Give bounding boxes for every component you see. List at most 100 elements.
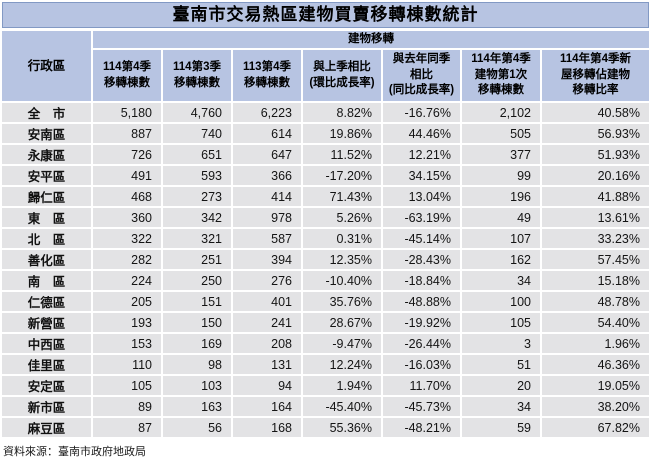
table-row: 南 區 224 250 276 -10.40% -18.84% 34 15.18… bbox=[2, 271, 649, 290]
table-row: 佳里區 110 98 131 12.24% -16.03% 51 46.36% bbox=[2, 355, 649, 374]
region-cell: 北 區 bbox=[2, 229, 91, 248]
value-cell: 163 bbox=[163, 397, 231, 416]
value-cell: 193 bbox=[93, 313, 161, 332]
value-cell: 587 bbox=[233, 229, 301, 248]
value-cell: 505 bbox=[462, 124, 540, 143]
region-cell: 東 區 bbox=[2, 208, 91, 227]
value-cell: -63.19% bbox=[383, 208, 460, 227]
value-cell: 647 bbox=[233, 145, 301, 164]
value-cell: 321 bbox=[163, 229, 231, 248]
value-cell: 51.93% bbox=[542, 145, 649, 164]
table-row: 歸仁區 468 273 414 71.43% 13.04% 196 41.88% bbox=[2, 187, 649, 206]
value-cell: 56 bbox=[163, 418, 231, 437]
value-cell: 4,760 bbox=[163, 103, 231, 122]
table-row: 永康區 726 651 647 11.52% 12.21% 377 51.93% bbox=[2, 145, 649, 164]
value-cell: -17.20% bbox=[303, 166, 381, 185]
value-cell: -9.47% bbox=[303, 334, 381, 353]
value-cell: 740 bbox=[163, 124, 231, 143]
value-cell: 0.31% bbox=[303, 229, 381, 248]
region-cell: 佳里區 bbox=[2, 355, 91, 374]
column-header: 114第4季 移轉棟數 bbox=[93, 50, 161, 101]
value-cell: 35.76% bbox=[303, 292, 381, 311]
value-cell: 34 bbox=[462, 397, 540, 416]
table-row: 安南區 887 740 614 19.86% 44.46% 505 56.93% bbox=[2, 124, 649, 143]
source-note: 資料來源：臺南市政府地政局 bbox=[3, 446, 146, 458]
value-cell: 168 bbox=[233, 418, 301, 437]
value-cell: -48.21% bbox=[383, 418, 460, 437]
value-cell: 614 bbox=[233, 124, 301, 143]
value-cell: 59 bbox=[462, 418, 540, 437]
value-cell: -45.40% bbox=[303, 397, 381, 416]
value-cell: 414 bbox=[233, 187, 301, 206]
value-cell: -26.44% bbox=[383, 334, 460, 353]
value-cell: 13.04% bbox=[383, 187, 460, 206]
table-row: 中西區 153 169 208 -9.47% -26.44% 3 1.96% bbox=[2, 334, 649, 353]
value-cell: 401 bbox=[233, 292, 301, 311]
value-cell: 6,223 bbox=[233, 103, 301, 122]
value-cell: -48.88% bbox=[383, 292, 460, 311]
value-cell: 651 bbox=[163, 145, 231, 164]
value-cell: 12.24% bbox=[303, 355, 381, 374]
value-cell: 71.43% bbox=[303, 187, 381, 206]
value-cell: -16.76% bbox=[383, 103, 460, 122]
table-header: 行政區 建物移轉 114第4季 移轉棟數 114第3季 移轉棟數 113第4季 … bbox=[2, 31, 649, 101]
value-cell: 205 bbox=[93, 292, 161, 311]
value-cell: 89 bbox=[93, 397, 161, 416]
table-row: 仁德區 205 151 401 35.76% -48.88% 100 48.78… bbox=[2, 292, 649, 311]
value-cell: 276 bbox=[233, 271, 301, 290]
region-cell: 中西區 bbox=[2, 334, 91, 353]
value-cell: 224 bbox=[93, 271, 161, 290]
table-row: 安定區 105 103 94 1.94% 11.70% 20 19.05% bbox=[2, 376, 649, 395]
value-cell: 322 bbox=[93, 229, 161, 248]
value-cell: 19.86% bbox=[303, 124, 381, 143]
region-cell: 新市區 bbox=[2, 397, 91, 416]
column-header: 114第3季 移轉棟數 bbox=[163, 50, 231, 101]
value-cell: 19.05% bbox=[542, 376, 649, 395]
value-cell: 468 bbox=[93, 187, 161, 206]
value-cell: 1.94% bbox=[303, 376, 381, 395]
value-cell: 5.26% bbox=[303, 208, 381, 227]
value-cell: 13.61% bbox=[542, 208, 649, 227]
value-cell: 94 bbox=[233, 376, 301, 395]
value-cell: 20 bbox=[462, 376, 540, 395]
value-cell: 34.15% bbox=[383, 166, 460, 185]
value-cell: 103 bbox=[163, 376, 231, 395]
value-cell: 5,180 bbox=[93, 103, 161, 122]
value-cell: 978 bbox=[233, 208, 301, 227]
value-cell: 726 bbox=[93, 145, 161, 164]
value-cell: 196 bbox=[462, 187, 540, 206]
value-cell: 131 bbox=[233, 355, 301, 374]
value-cell: 366 bbox=[233, 166, 301, 185]
table-row: 麻豆區 87 56 168 55.36% -48.21% 59 67.82% bbox=[2, 418, 649, 437]
value-cell: 11.52% bbox=[303, 145, 381, 164]
value-cell: 51 bbox=[462, 355, 540, 374]
value-cell: 491 bbox=[93, 166, 161, 185]
region-cell: 仁德區 bbox=[2, 292, 91, 311]
value-cell: 105 bbox=[462, 313, 540, 332]
value-cell: -45.73% bbox=[383, 397, 460, 416]
value-cell: 887 bbox=[93, 124, 161, 143]
value-cell: 67.82% bbox=[542, 418, 649, 437]
stats-table: 行政區 建物移轉 114第4季 移轉棟數 114第3季 移轉棟數 113第4季 … bbox=[0, 29, 651, 439]
table-row: 東 區 360 342 978 5.26% -63.19% 49 13.61% bbox=[2, 208, 649, 227]
table-row: 全 市 5,180 4,760 6,223 8.82% -16.76% 2,10… bbox=[2, 103, 649, 122]
value-cell: 208 bbox=[233, 334, 301, 353]
value-cell: 164 bbox=[233, 397, 301, 416]
column-group-header: 建物移轉 bbox=[93, 31, 649, 48]
region-cell: 安定區 bbox=[2, 376, 91, 395]
region-cell: 新營區 bbox=[2, 313, 91, 332]
value-cell: 54.40% bbox=[542, 313, 649, 332]
value-cell: 49 bbox=[462, 208, 540, 227]
value-cell: 342 bbox=[163, 208, 231, 227]
value-cell: 48.78% bbox=[542, 292, 649, 311]
value-cell: 44.46% bbox=[383, 124, 460, 143]
value-cell: 251 bbox=[163, 250, 231, 269]
value-cell: 38.20% bbox=[542, 397, 649, 416]
value-cell: -45.14% bbox=[383, 229, 460, 248]
header-row-group: 行政區 建物移轉 bbox=[2, 31, 649, 101]
value-cell: 593 bbox=[163, 166, 231, 185]
column-header: 114年第4季新 屋移轉佔建物 移轉比率 bbox=[542, 50, 649, 101]
value-cell: 241 bbox=[233, 313, 301, 332]
value-cell: 11.70% bbox=[383, 376, 460, 395]
value-cell: 377 bbox=[462, 145, 540, 164]
